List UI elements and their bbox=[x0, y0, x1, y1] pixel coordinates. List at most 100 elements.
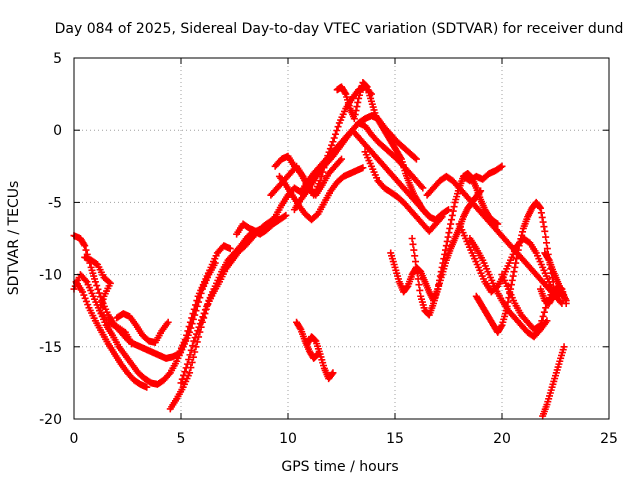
data-point bbox=[165, 370, 173, 378]
data-point bbox=[538, 213, 546, 221]
data-point bbox=[182, 364, 190, 372]
data-points bbox=[70, 79, 570, 420]
data-point bbox=[416, 286, 424, 294]
data-point bbox=[434, 285, 442, 293]
data-point bbox=[316, 177, 324, 185]
data-point bbox=[350, 115, 358, 123]
data-point bbox=[198, 316, 206, 324]
data-point bbox=[560, 343, 568, 351]
data-point bbox=[513, 255, 521, 263]
data-point bbox=[414, 275, 422, 283]
data-point bbox=[412, 155, 420, 163]
data-point bbox=[435, 281, 443, 289]
data-point bbox=[200, 309, 208, 317]
data-point bbox=[511, 263, 519, 271]
data-point bbox=[504, 298, 512, 306]
series-arc3 bbox=[72, 278, 151, 391]
data-point bbox=[411, 154, 419, 162]
data-point bbox=[341, 89, 349, 97]
data-point bbox=[509, 272, 517, 280]
data-point bbox=[325, 148, 333, 156]
y-tick-label: -10 bbox=[39, 268, 62, 284]
data-point bbox=[512, 259, 520, 267]
data-point bbox=[437, 214, 445, 222]
data-point bbox=[519, 228, 527, 236]
data-point bbox=[351, 111, 359, 119]
data-point bbox=[192, 307, 200, 315]
data-point bbox=[543, 245, 551, 253]
data-point bbox=[328, 370, 336, 378]
data-point bbox=[330, 134, 338, 142]
data-point bbox=[443, 206, 451, 214]
data-point bbox=[91, 278, 99, 286]
data-point bbox=[436, 276, 444, 284]
data-point bbox=[409, 240, 417, 248]
data-point bbox=[95, 289, 103, 297]
x-tick-label: 20 bbox=[493, 431, 511, 447]
data-point bbox=[354, 98, 362, 106]
data-point bbox=[450, 203, 458, 211]
data-point bbox=[338, 155, 345, 163]
data-point bbox=[201, 306, 209, 314]
data-point bbox=[408, 235, 416, 242]
data-point bbox=[537, 209, 545, 217]
data-point bbox=[441, 250, 449, 258]
data-point bbox=[357, 85, 365, 93]
data-point bbox=[81, 242, 89, 250]
data-point bbox=[494, 220, 502, 228]
data-point bbox=[296, 324, 304, 332]
data-point bbox=[189, 315, 197, 323]
data-point bbox=[507, 281, 515, 289]
data-point bbox=[195, 298, 203, 306]
data-point bbox=[211, 259, 219, 267]
data-point bbox=[194, 327, 202, 335]
data-point bbox=[195, 323, 203, 331]
data-point bbox=[82, 246, 90, 254]
data-point bbox=[539, 218, 547, 226]
data-point bbox=[438, 213, 446, 221]
data-point bbox=[333, 126, 341, 134]
series-arc28 bbox=[303, 333, 337, 383]
data-point bbox=[449, 207, 457, 215]
data-point bbox=[178, 375, 186, 383]
x-tick-label: 25 bbox=[600, 431, 618, 447]
data-point bbox=[439, 259, 447, 267]
data-point bbox=[332, 130, 340, 138]
data-point bbox=[353, 103, 361, 111]
series-arc22 bbox=[459, 162, 506, 185]
data-point bbox=[513, 250, 521, 258]
data-point bbox=[536, 203, 544, 211]
data-point bbox=[80, 291, 88, 299]
y-tick-label: -15 bbox=[39, 340, 62, 356]
data-point bbox=[539, 312, 547, 320]
data-point bbox=[189, 342, 197, 350]
data-point bbox=[510, 268, 518, 276]
data-point bbox=[326, 145, 334, 153]
data-point bbox=[514, 246, 522, 254]
data-point bbox=[412, 263, 420, 271]
data-point bbox=[193, 302, 201, 310]
data-point bbox=[187, 346, 195, 354]
data-point bbox=[186, 351, 194, 359]
data-point bbox=[411, 252, 419, 260]
data-point bbox=[177, 379, 185, 387]
data-point bbox=[181, 368, 189, 376]
series-arc14 bbox=[355, 112, 420, 163]
data-point bbox=[445, 229, 453, 237]
data-point bbox=[191, 311, 199, 319]
data-point bbox=[193, 338, 201, 346]
data-point bbox=[281, 212, 289, 220]
plot-frame bbox=[73, 57, 610, 420]
data-point bbox=[296, 168, 304, 176]
data-point bbox=[410, 246, 418, 254]
data-point bbox=[336, 157, 344, 165]
data-point bbox=[537, 321, 545, 329]
data-point bbox=[415, 281, 423, 289]
data-point bbox=[418, 183, 426, 191]
data-point bbox=[445, 206, 452, 214]
x-tick-label: 5 bbox=[177, 431, 186, 447]
data-point bbox=[443, 237, 451, 245]
data-point bbox=[517, 235, 525, 243]
data-point bbox=[282, 211, 290, 219]
